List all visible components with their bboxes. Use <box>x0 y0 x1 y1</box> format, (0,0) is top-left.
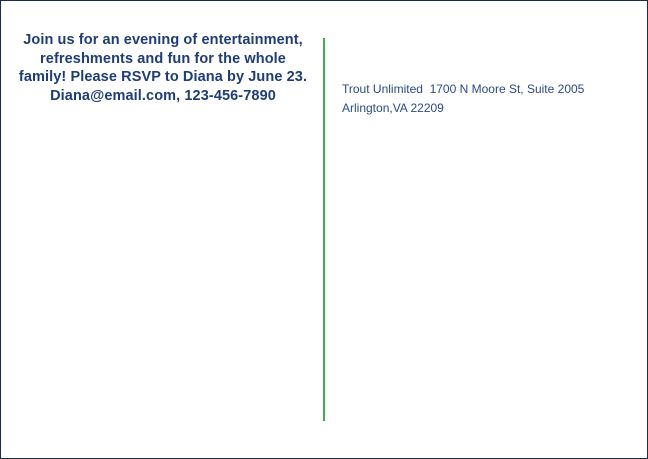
address-line-2: Arlington,VA 22209 <box>342 101 444 115</box>
divider-line <box>323 38 325 421</box>
message-line-2: refreshments and fun for the whole <box>40 50 286 67</box>
event-message: Join us for an evening of entertainment,… <box>11 31 315 105</box>
message-line-3: family! Please RSVP to Diana by June 23. <box>18 69 308 85</box>
return-address: Trout Unlimited 1700 N Moore St, Suite 2… <box>342 80 584 118</box>
message-line-4: Diana@email.com, 123-456-7890 <box>50 87 276 104</box>
address-line-1: Trout Unlimited 1700 N Moore St, Suite 2… <box>342 82 585 96</box>
message-line-1: Join us for an evening of entertainment, <box>23 32 303 48</box>
